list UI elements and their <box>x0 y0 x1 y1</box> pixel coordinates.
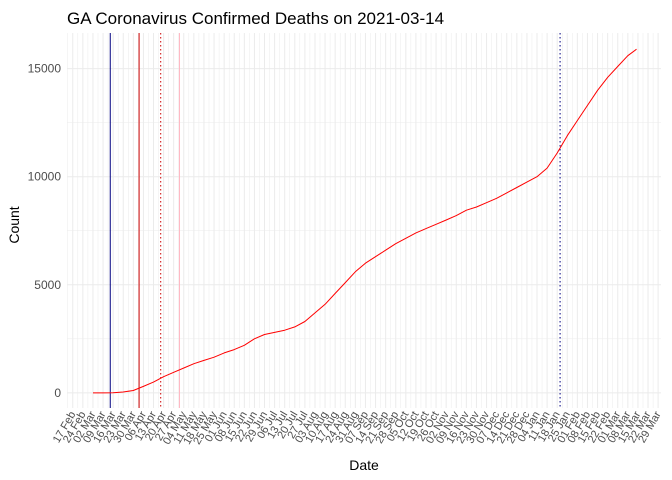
series-layer <box>93 48 637 394</box>
reference-lines <box>109 33 561 408</box>
y-tick-label: 5000 <box>34 278 61 292</box>
y-axis-title: Count <box>6 206 22 243</box>
y-tick-label: 10000 <box>28 170 62 184</box>
grid <box>67 33 661 408</box>
y-tick-label: 0 <box>54 386 61 400</box>
y-ticks: 0 5000 10000 15000 <box>28 62 62 400</box>
chart-title: GA Coronavirus Confirmed Deaths on 2021-… <box>67 9 444 28</box>
x-axis-title: Date <box>349 457 379 473</box>
series-line <box>93 48 637 394</box>
y-tick-label: 15000 <box>28 62 62 76</box>
